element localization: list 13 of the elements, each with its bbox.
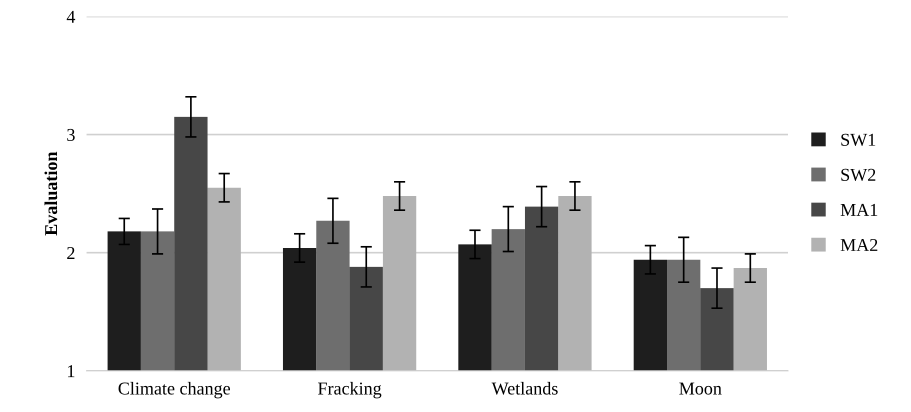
x-tick-label: Moon	[679, 382, 722, 395]
legend-label: MA1	[840, 204, 878, 216]
y-axis-title: Evaluation	[44, 152, 58, 236]
legend-label: MA2	[840, 238, 878, 251]
legend-label: SW1	[841, 134, 876, 146]
legend-label: SW2	[841, 168, 876, 182]
y-tick-label: 1	[68, 365, 74, 378]
y-tick-label: 4	[66, 10, 76, 23]
x-tick-label: Climate change	[118, 382, 230, 398]
y-tick-label: 3	[67, 128, 75, 142]
x-tick-label: Fracking	[318, 382, 382, 398]
x-tick-label: Wetlands	[492, 382, 558, 395]
y-tick-label: 2	[67, 247, 74, 259]
